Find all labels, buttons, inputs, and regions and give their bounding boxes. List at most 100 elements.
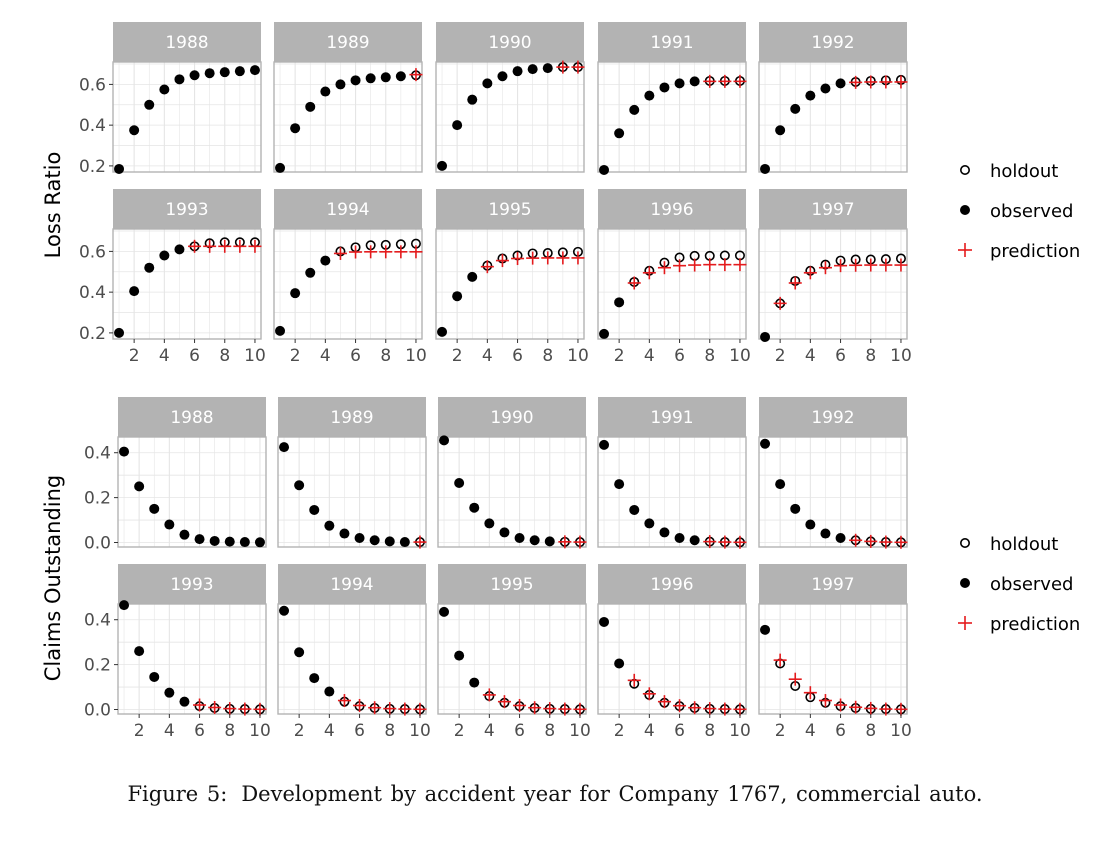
observed-point (614, 297, 625, 308)
x-tick-label: 8 (704, 346, 715, 366)
y-tick-label: 0.2 (84, 656, 111, 676)
facet-panel-1988: 1988 0.2 0.4 0.6 (79, 22, 262, 177)
facet-strip (759, 189, 907, 229)
observed-point (614, 128, 625, 139)
panel-background (759, 604, 907, 714)
prediction-point (480, 260, 494, 274)
observed-point (689, 535, 700, 546)
prediction-point (511, 252, 525, 266)
panel-background (113, 62, 261, 172)
facet-panel-1988: 1988 0.0 0.2 0.4 (84, 397, 267, 554)
facet-strip-label: 1992 (811, 408, 854, 428)
panel-background (118, 604, 266, 714)
observed-point (775, 479, 786, 490)
observed-point (384, 536, 395, 547)
observed-point (482, 78, 493, 89)
panel-border (597, 436, 747, 548)
observed-point (454, 478, 465, 489)
observed-point (380, 72, 391, 83)
x-tick-label: 10 (249, 721, 271, 741)
prediction-point (657, 695, 671, 709)
legend-holdout-label: holdout (990, 534, 1058, 555)
observed-point (320, 255, 331, 266)
prediction-point (834, 259, 848, 273)
observed-point (194, 534, 205, 545)
prediction-point (657, 261, 671, 275)
observed-point (760, 438, 771, 449)
observed-point (469, 677, 480, 688)
observed-point (790, 103, 801, 114)
facet-strip-label: 1995 (488, 200, 531, 220)
facet-strip (278, 564, 426, 604)
facet-strip (759, 564, 907, 604)
x-tick-label: 4 (159, 346, 170, 366)
facet-strip (598, 189, 746, 229)
prediction-point (379, 245, 393, 259)
panel-background (598, 437, 746, 547)
facet-strip (118, 564, 266, 604)
prediction-point (864, 75, 878, 89)
observed-point (760, 624, 771, 635)
observed-point (239, 537, 250, 548)
prediction-point (864, 258, 878, 272)
legend-holdout-key (959, 165, 970, 176)
prediction-point (788, 672, 802, 686)
prediction-point (849, 533, 863, 547)
panel-border (597, 61, 747, 173)
prediction-point (703, 535, 717, 549)
facet-strip (759, 397, 907, 437)
observed-point (775, 125, 786, 136)
observed-point (234, 66, 245, 77)
y-tick-label: 0.6 (79, 75, 106, 95)
panel-border (277, 436, 427, 548)
prediction-point (703, 258, 717, 272)
prediction-point (818, 261, 832, 275)
panel-background (278, 604, 426, 714)
facet-strip-label: 1988 (170, 408, 213, 428)
facet-strip-label: 1989 (326, 33, 369, 53)
prediction-point (394, 245, 408, 259)
facet-strip-label: 1995 (490, 575, 533, 595)
x-tick-label: 10 (729, 346, 751, 366)
panel-border (758, 436, 908, 548)
legend-prediction-label: prediction (990, 614, 1080, 635)
observed-point (614, 658, 625, 669)
prediction-point (894, 258, 908, 272)
prediction-point (703, 74, 717, 88)
facet-panel-1993: 1993 0.2 0.4 0.6 2 4 6 8 10 (79, 189, 266, 366)
panel-background (759, 437, 907, 547)
facet-panel-1989: 1989 (273, 22, 423, 173)
prediction-point (733, 258, 747, 272)
prediction-point (718, 74, 732, 88)
prediction-point (642, 266, 656, 280)
facet-strip-label: 1988 (165, 33, 208, 53)
prediction-point (879, 258, 893, 272)
facet-strip-label: 1994 (326, 200, 369, 220)
observed-point (689, 76, 700, 87)
facet-panel-1994: 1994 2 4 6 8 10 (277, 564, 431, 741)
observed-point (469, 502, 480, 513)
x-tick-label: 4 (482, 346, 493, 366)
observed-point (324, 686, 335, 697)
observed-point (275, 325, 286, 336)
prediction-point (398, 702, 412, 716)
observed-point (835, 78, 846, 89)
prediction-point (673, 699, 687, 713)
observed-point (209, 535, 220, 546)
x-tick-label: 8 (219, 346, 230, 366)
x-tick-label: 8 (865, 721, 876, 741)
x-tick-label: 10 (409, 721, 431, 741)
facet-strip (274, 22, 422, 62)
prediction-point (718, 258, 732, 272)
observed-point (129, 286, 140, 297)
prediction-point (353, 698, 367, 712)
facet-panel-1996: 1996 2 4 6 8 10 (597, 189, 751, 366)
x-tick-label: 8 (544, 721, 555, 741)
x-tick-label: 10 (890, 721, 912, 741)
observed-point (544, 536, 555, 547)
panel-border (597, 228, 747, 340)
observed-point (439, 435, 450, 446)
panel-border (437, 436, 587, 548)
x-tick-label: 8 (704, 721, 715, 741)
y-axis-title: Loss Ratio (41, 152, 65, 259)
